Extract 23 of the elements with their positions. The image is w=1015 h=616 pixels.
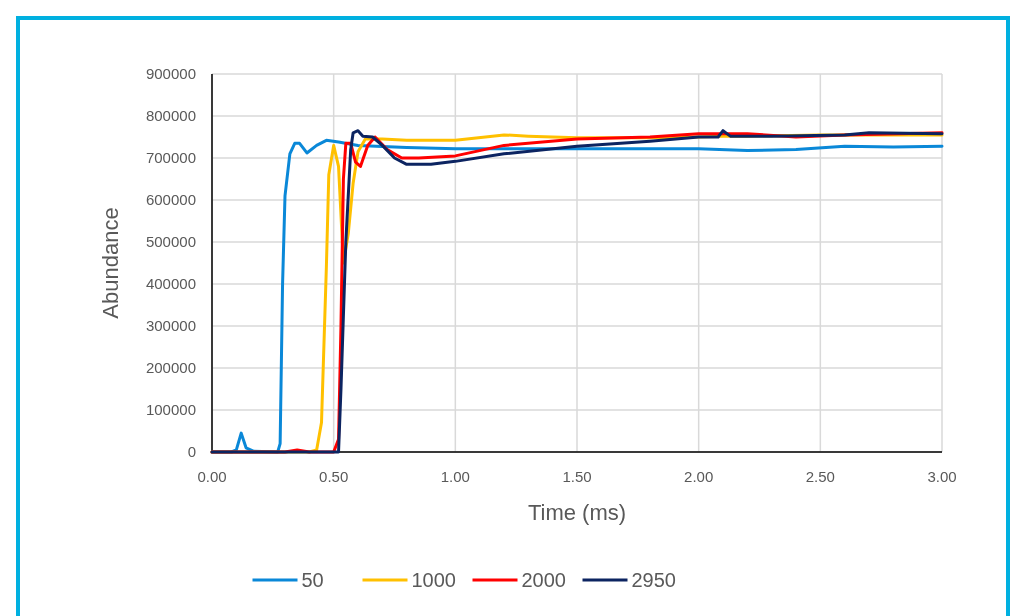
legend-label: 2950 (631, 569, 676, 591)
y-tick-label: 400000 (145, 275, 196, 293)
legend-label: 2000 (521, 569, 566, 591)
y-tick-label: 0 (187, 443, 196, 461)
y-tick-label: 100000 (145, 401, 196, 419)
y-tick-label: 600000 (145, 191, 196, 209)
y-tick-label: 500000 (145, 233, 196, 251)
y-tick-label: 300000 (145, 317, 196, 335)
x-tick-label: 0.50 (319, 468, 349, 485)
legend-label: 50 (301, 569, 324, 591)
y-tick-label: 900000 (145, 65, 196, 83)
y-axis-title: Abundance (98, 207, 123, 319)
x-tick-label: 3.00 (927, 468, 957, 485)
x-tick-label: 1.50 (562, 468, 592, 485)
x-tick-label: 2.00 (684, 468, 714, 485)
x-tick-label: 2.50 (805, 468, 835, 485)
y-tick-label: 200000 (145, 359, 196, 377)
x-tick-label: 1.00 (440, 468, 470, 485)
x-tick-label: 0.00 (197, 468, 227, 485)
legend-label: 1000 (411, 569, 456, 591)
x-axis-title: Time (ms) (527, 500, 627, 525)
y-tick-label: 700000 (145, 149, 196, 167)
y-tick-label: 800000 (145, 107, 196, 125)
